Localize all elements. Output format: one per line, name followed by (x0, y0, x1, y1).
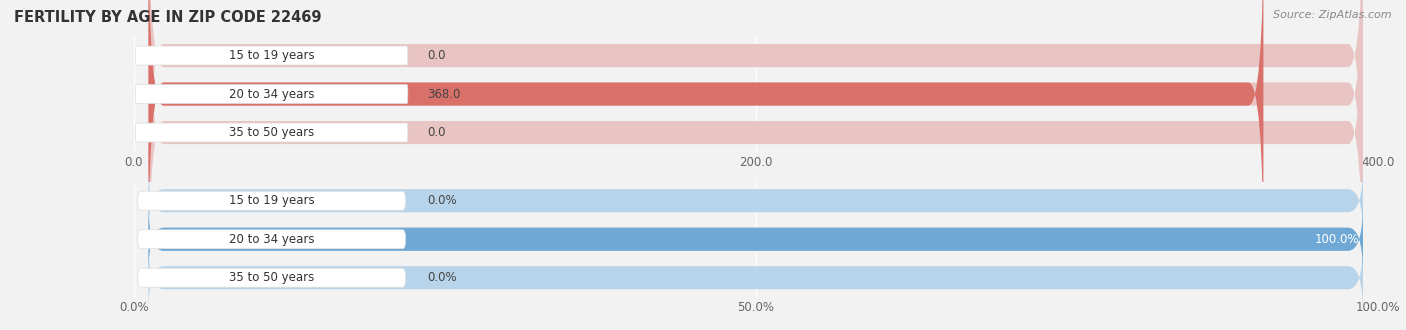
FancyBboxPatch shape (149, 205, 1362, 274)
FancyBboxPatch shape (135, 123, 408, 142)
Text: Source: ZipAtlas.com: Source: ZipAtlas.com (1274, 10, 1392, 20)
FancyBboxPatch shape (138, 191, 406, 210)
Text: 0.0: 0.0 (427, 49, 446, 62)
Text: 20 to 34 years: 20 to 34 years (229, 87, 315, 101)
Text: 0.0%: 0.0% (427, 194, 457, 207)
FancyBboxPatch shape (138, 230, 406, 249)
FancyBboxPatch shape (149, 0, 1362, 229)
Text: 35 to 50 years: 35 to 50 years (229, 271, 315, 284)
FancyBboxPatch shape (149, 0, 1362, 267)
Text: 0.0: 0.0 (427, 126, 446, 139)
FancyBboxPatch shape (135, 46, 408, 65)
FancyBboxPatch shape (149, 166, 1362, 235)
Text: FERTILITY BY AGE IN ZIP CODE 22469: FERTILITY BY AGE IN ZIP CODE 22469 (14, 10, 322, 25)
FancyBboxPatch shape (149, 243, 1362, 313)
Text: 35 to 50 years: 35 to 50 years (229, 126, 315, 139)
Text: 15 to 19 years: 15 to 19 years (229, 49, 315, 62)
FancyBboxPatch shape (149, 0, 1362, 306)
Text: 368.0: 368.0 (427, 87, 461, 101)
FancyBboxPatch shape (135, 84, 408, 104)
Text: 100.0%: 100.0% (1315, 233, 1360, 246)
FancyBboxPatch shape (149, 0, 1264, 267)
FancyBboxPatch shape (149, 205, 1362, 274)
Text: 20 to 34 years: 20 to 34 years (229, 233, 315, 246)
Text: 15 to 19 years: 15 to 19 years (229, 194, 315, 207)
FancyBboxPatch shape (138, 268, 406, 287)
Text: 0.0%: 0.0% (427, 271, 457, 284)
